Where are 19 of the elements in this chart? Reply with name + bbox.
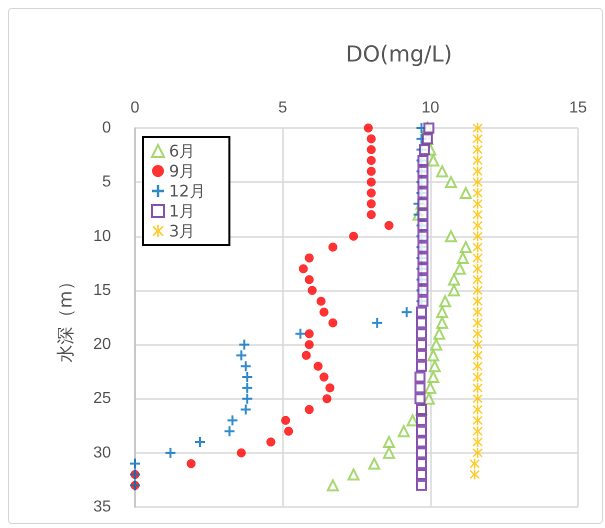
chart-title: DO(mg/L) bbox=[346, 42, 452, 68]
legend-label: 6月 bbox=[169, 142, 196, 160]
y-tick-label: 10 bbox=[93, 228, 112, 245]
legend-label: 1月 bbox=[169, 202, 196, 220]
legend-label: 3月 bbox=[169, 222, 196, 240]
x-tick-label: 10 bbox=[421, 100, 440, 116]
y-tick-label: 5 bbox=[102, 174, 112, 191]
x-tick-label: 5 bbox=[278, 100, 288, 116]
legend-label: 9月 bbox=[169, 162, 196, 180]
y-tick-label: 0 bbox=[102, 120, 112, 136]
x-tick-label: 0 bbox=[130, 100, 140, 116]
legend-label: 12月 bbox=[169, 182, 206, 200]
y-tick-label: 25 bbox=[93, 390, 112, 408]
y-axis-title: 水深（m） bbox=[56, 272, 76, 362]
y-tick-label: 20 bbox=[93, 336, 112, 354]
x-tick-label: 15 bbox=[569, 100, 587, 116]
y-tick-label: 30 bbox=[93, 444, 112, 462]
y-tick-label: 35 bbox=[93, 498, 112, 516]
y-tick-label: 15 bbox=[93, 282, 112, 299]
